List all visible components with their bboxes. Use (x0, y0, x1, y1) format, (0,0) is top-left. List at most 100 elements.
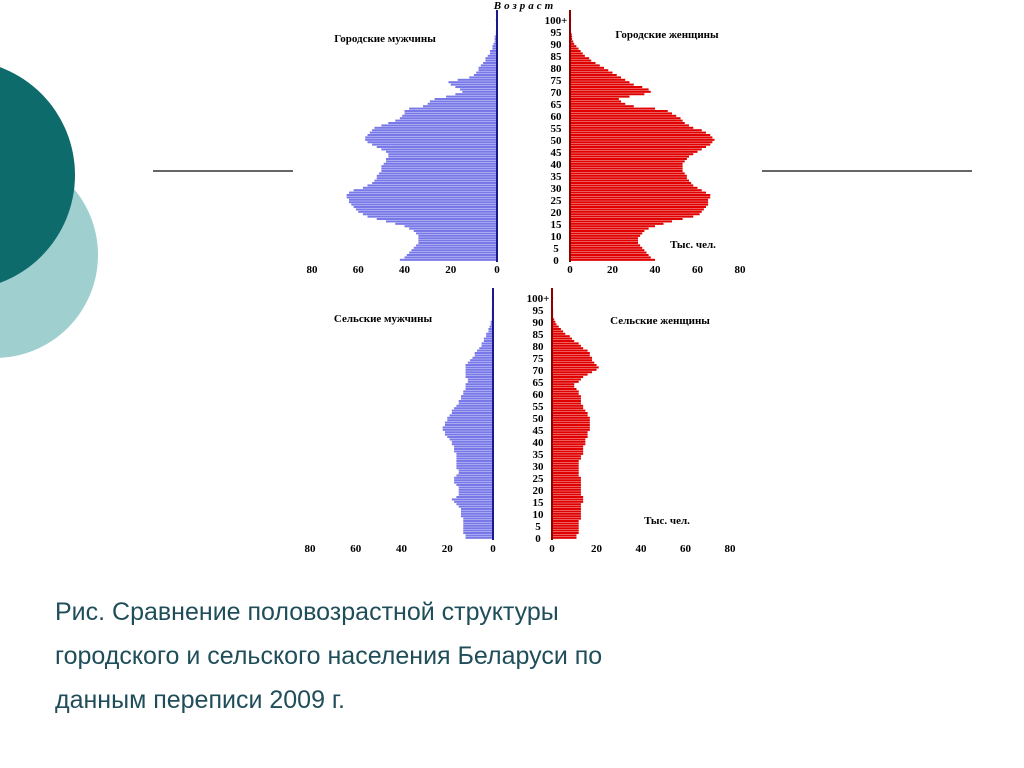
bar (402, 114, 497, 117)
bar (570, 136, 713, 139)
bar (570, 69, 609, 72)
bar (383, 162, 497, 165)
bar (411, 249, 497, 252)
bar (552, 366, 599, 369)
bar (570, 141, 713, 144)
bar (489, 325, 493, 328)
bar (399, 258, 497, 261)
bar (570, 54, 585, 57)
series-label: Городские мужчины (334, 33, 436, 45)
bar (552, 371, 593, 374)
bar (552, 515, 581, 518)
bar (570, 232, 643, 235)
bar (570, 119, 683, 122)
bar (552, 344, 581, 347)
bar (570, 93, 645, 96)
bar (386, 150, 497, 153)
bar (458, 493, 493, 496)
bar (570, 126, 694, 129)
bar (463, 522, 493, 525)
bar (488, 328, 493, 331)
bar (552, 486, 581, 489)
bar (388, 153, 497, 156)
bar (570, 254, 649, 257)
bar (552, 493, 581, 496)
bar (456, 457, 493, 460)
bar (570, 225, 655, 228)
bar (481, 342, 493, 345)
bar (570, 59, 592, 62)
bar (552, 335, 570, 338)
bar (494, 35, 497, 38)
bar (570, 172, 685, 175)
bar (447, 436, 493, 439)
bar (376, 218, 497, 221)
axis-title: Возраст (493, 0, 556, 12)
bar (349, 191, 497, 194)
y-tick-label: 40 (533, 437, 545, 449)
y-tick-label: 50 (551, 135, 563, 147)
bar (570, 237, 638, 240)
bar (570, 186, 698, 189)
bar (358, 210, 497, 213)
bar (434, 98, 497, 101)
bar (570, 210, 702, 213)
bar (552, 407, 584, 410)
bar (570, 74, 617, 77)
bar (552, 457, 581, 460)
bar (570, 78, 626, 81)
bar (379, 172, 497, 175)
y-tick-label: 15 (533, 497, 545, 509)
bar (552, 424, 590, 427)
y-tick-label: 80 (533, 341, 545, 353)
bar (465, 364, 493, 367)
bar (349, 198, 497, 201)
bar (386, 158, 497, 161)
bar (494, 38, 497, 41)
series-label: Городские женщины (615, 29, 719, 41)
bar (494, 40, 497, 43)
y-tick-label: 70 (533, 365, 545, 377)
bar (570, 215, 694, 218)
bar (552, 462, 579, 465)
bar (570, 230, 645, 233)
bar (381, 170, 497, 173)
bar (490, 323, 493, 326)
x-tick-label: 20 (442, 543, 454, 555)
bar (485, 59, 497, 62)
bar (456, 460, 493, 463)
y-tick-label: 75 (551, 75, 563, 87)
y-tick-label: 55 (533, 401, 545, 413)
bar (381, 165, 497, 168)
bar (451, 409, 493, 412)
bar (376, 177, 497, 180)
bar (458, 469, 493, 472)
bar (460, 510, 493, 513)
bar (469, 76, 497, 79)
bar (552, 330, 564, 333)
bar (365, 138, 497, 141)
bar (552, 414, 588, 417)
bar (552, 517, 581, 520)
bar (355, 208, 497, 211)
y-tick-label: 95 (551, 27, 563, 39)
bar (570, 50, 581, 53)
bar (552, 318, 555, 321)
bar (552, 498, 584, 501)
bar (463, 392, 493, 395)
bar (552, 445, 584, 448)
bar (552, 402, 581, 405)
bar (552, 421, 590, 424)
bar (463, 390, 493, 393)
bar (485, 57, 497, 60)
bar (451, 440, 493, 443)
unit-label: Тыс. чел. (670, 239, 716, 251)
y-tick-label: 0 (553, 255, 559, 267)
bar (457, 78, 497, 81)
x-tick-label: 80 (305, 543, 317, 555)
bar (552, 409, 586, 412)
bar (552, 368, 597, 371)
bar (552, 342, 579, 345)
bar (570, 249, 645, 252)
bar (470, 359, 493, 362)
